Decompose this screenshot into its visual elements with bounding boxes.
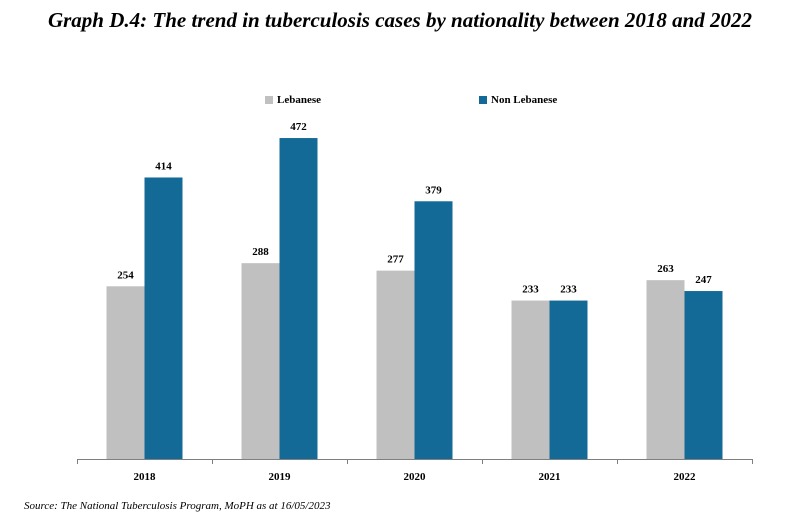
data-label-lebanese-2020: 277 xyxy=(387,254,404,266)
bar-lebanese-2019 xyxy=(241,263,280,459)
data-label-lebanese-2018: 254 xyxy=(117,269,134,281)
legend-item-lebanese: Lebanese xyxy=(265,94,321,106)
bar-non-lebanese-2018 xyxy=(144,177,183,460)
bar-non-lebanese-2022 xyxy=(684,291,723,459)
bar-lebanese-2021 xyxy=(511,300,550,459)
x-tick-label-2020: 2020 xyxy=(404,471,427,483)
legend-swatch-non-lebanese xyxy=(479,96,487,104)
data-label-non-lebanese-2018: 414 xyxy=(155,160,172,172)
x-tick-label-2018: 2018 xyxy=(134,471,157,483)
data-label-lebanese-2022: 263 xyxy=(657,263,674,275)
legend: Lebanese Non Lebanese xyxy=(0,94,800,110)
bar-lebanese-2018 xyxy=(106,286,145,459)
legend-item-non-lebanese: Non Lebanese xyxy=(479,94,557,106)
legend-label-lebanese: Lebanese xyxy=(277,94,321,106)
bar-lebanese-2022 xyxy=(646,280,685,459)
bar-non-lebanese-2021 xyxy=(549,300,588,459)
data-label-non-lebanese-2020: 379 xyxy=(425,184,442,196)
source-note: Source: The National Tuberculosis Progra… xyxy=(24,500,331,512)
legend-swatch-lebanese xyxy=(265,96,273,104)
data-label-non-lebanese-2022: 247 xyxy=(695,274,712,286)
x-tick-label-2021: 2021 xyxy=(539,471,561,483)
chart-title: Graph D.4: The trend in tuberculosis cas… xyxy=(47,8,753,32)
x-tick-label-2022: 2022 xyxy=(674,471,697,483)
data-label-lebanese-2019: 288 xyxy=(252,246,269,258)
bar-non-lebanese-2019 xyxy=(279,138,318,460)
data-label-non-lebanese-2021: 233 xyxy=(560,284,577,296)
x-tick-label-2019: 2019 xyxy=(269,471,292,483)
data-label-non-lebanese-2019: 472 xyxy=(290,121,307,133)
legend-label-non-lebanese: Non Lebanese xyxy=(491,94,558,106)
data-label-lebanese-2021: 233 xyxy=(522,284,539,296)
bar-non-lebanese-2020 xyxy=(414,201,453,459)
bar-lebanese-2020 xyxy=(376,270,415,459)
